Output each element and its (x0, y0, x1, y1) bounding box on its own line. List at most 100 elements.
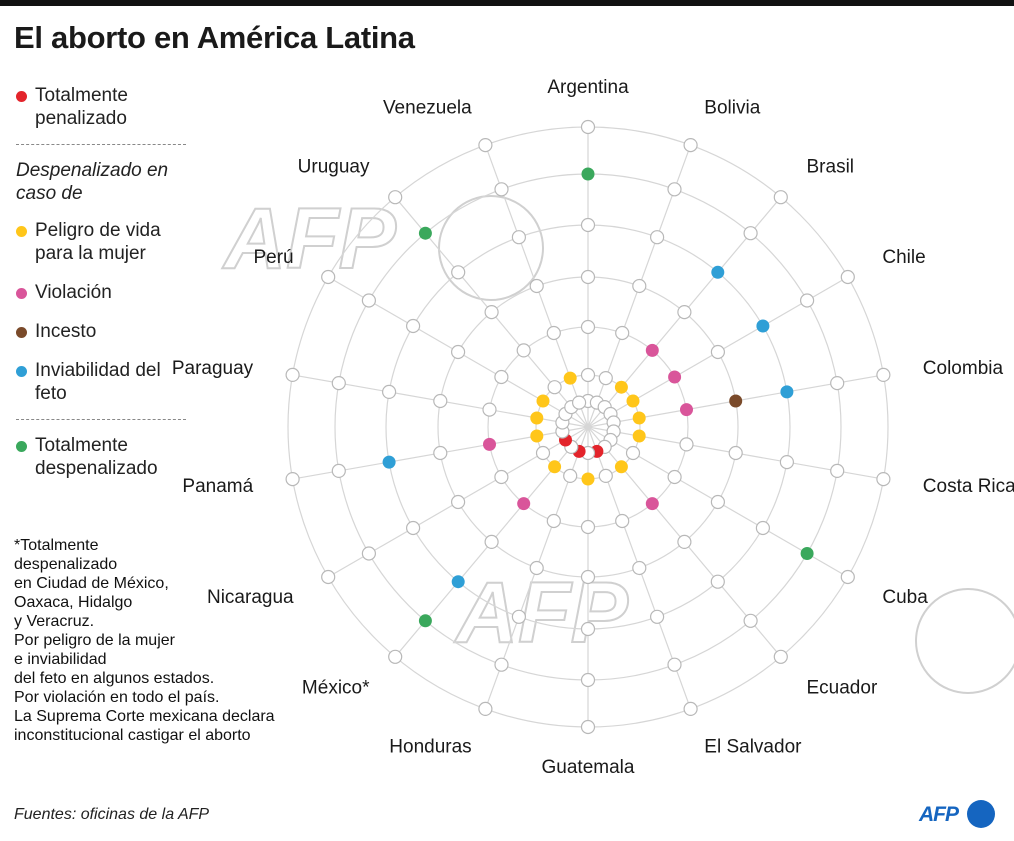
empty-node (728, 445, 743, 461)
empty-node (535, 445, 551, 461)
empty-node (779, 455, 795, 470)
empty-node (511, 609, 527, 624)
status-point (536, 394, 550, 408)
watermark-text: AFP (454, 565, 629, 661)
legend-dot-peligro-vida (16, 226, 27, 237)
status-point (530, 411, 544, 425)
empty-node (743, 226, 758, 241)
country-label: Honduras (389, 737, 471, 758)
empty-node (478, 701, 493, 717)
legend-dot-violacion (16, 288, 27, 299)
chart-title: El aborto en América Latina (14, 20, 415, 55)
empty-node (451, 344, 466, 360)
empty-node (580, 319, 596, 335)
empty-node (799, 293, 815, 308)
empty-node (484, 305, 499, 320)
empty-node (743, 613, 758, 628)
empty-node (710, 574, 725, 589)
country-label: Cuba (882, 587, 928, 608)
country-label: Panamá (182, 476, 253, 497)
empty-node (580, 269, 596, 285)
country-label: El Salvador (704, 737, 802, 758)
country-label: Colombia (923, 358, 1004, 379)
empty-node (321, 269, 336, 285)
country-label: Uruguay (298, 157, 370, 178)
watermark-circle (438, 195, 544, 301)
empty-node (285, 367, 300, 382)
empty-node (830, 376, 845, 391)
empty-node (876, 472, 891, 487)
empty-node (598, 371, 613, 386)
empty-node (773, 649, 788, 664)
empty-node (433, 393, 448, 409)
country-label: Argentina (547, 77, 629, 98)
empty-node (679, 437, 694, 452)
empty-node (546, 513, 561, 529)
empty-node (615, 325, 630, 341)
legend-dot-inviabilidad (16, 366, 27, 377)
empty-node (677, 534, 692, 550)
status-point (680, 403, 693, 417)
empty-node (580, 367, 596, 383)
empty-node (667, 469, 682, 485)
empty-node (710, 344, 726, 360)
legend-divider-2 (16, 419, 186, 420)
empty-node (511, 230, 527, 245)
status-point (729, 394, 743, 408)
empty-node (755, 520, 771, 536)
legend-item-violacion: Violación (16, 281, 188, 304)
empty-node (598, 468, 613, 483)
legend-dot-incesto (16, 327, 27, 338)
legend-item-peligro-vida: Peligro de vida para la mujer (16, 219, 188, 265)
status-point (451, 575, 465, 589)
status-point (530, 429, 544, 443)
country-label: Guatemala (542, 757, 635, 778)
empty-node (580, 621, 596, 637)
empty-node (625, 445, 641, 461)
empty-node (406, 318, 421, 334)
legend-label-incesto: Incesto (35, 321, 97, 342)
empty-node (494, 469, 509, 485)
top-bar (0, 0, 1014, 6)
country-label: Paraguay (172, 358, 254, 379)
legend-item-penalizado: Totalmente penalizado (16, 84, 188, 130)
legend-divider (16, 144, 186, 145)
empty-node (388, 649, 403, 664)
empty-node (580, 569, 596, 585)
watermark-circle (915, 588, 1014, 694)
empty-node (382, 384, 397, 399)
empty-node (710, 494, 726, 510)
status-point (614, 460, 628, 474)
country-label: México* (302, 678, 370, 699)
empty-node (361, 293, 376, 308)
country-label: Brasil (807, 157, 855, 178)
empty-node (529, 278, 544, 294)
legend-dot-despenalizado (16, 441, 27, 452)
status-point (626, 394, 640, 408)
empty-node (388, 190, 403, 205)
empty-node (321, 569, 336, 585)
empty-node (667, 182, 682, 197)
empty-node (580, 119, 596, 135)
country-label: Nicaragua (207, 587, 294, 608)
legend-label-violacion: Violación (35, 282, 112, 303)
legend-label-penalizado: Totalmente penalizado (35, 85, 128, 129)
empty-node (580, 519, 596, 535)
status-point (483, 437, 496, 451)
empty-node (632, 278, 647, 294)
empty-node (546, 325, 561, 341)
empty-node (683, 138, 698, 153)
country-label: Chile (882, 247, 925, 268)
status-point (517, 497, 531, 511)
status-point (581, 472, 595, 486)
afp-logo-dot (967, 800, 995, 828)
empty-node (632, 560, 647, 576)
status-point (548, 460, 562, 474)
empty-node (563, 468, 578, 483)
empty-node (840, 269, 855, 285)
empty-node (529, 560, 544, 576)
empty-node (494, 369, 509, 385)
status-point (382, 455, 396, 469)
status-point (563, 371, 577, 385)
